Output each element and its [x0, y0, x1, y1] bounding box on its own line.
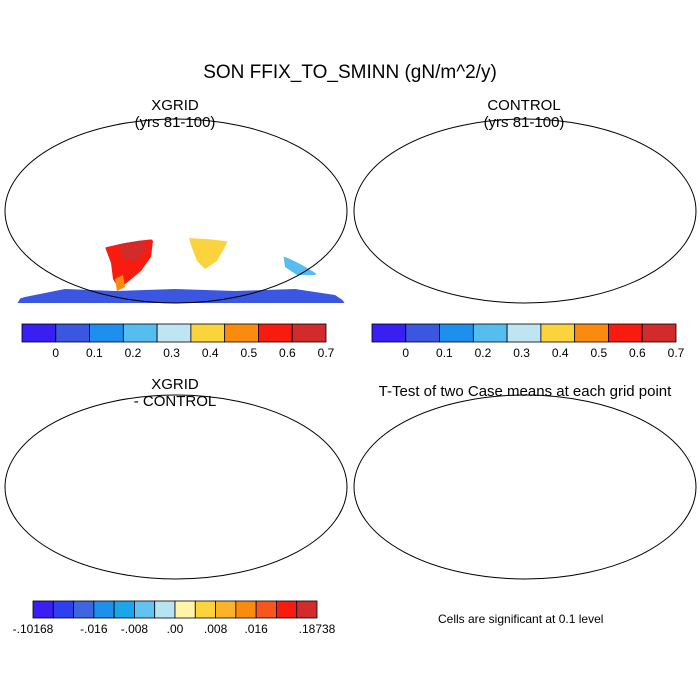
cb2labels-tick-3: 0.3	[513, 346, 530, 360]
xgrid-map-outline	[4, 118, 348, 304]
xgrid-land	[10, 238, 347, 303]
cbar2-box-2	[439, 323, 474, 343]
cbar2-box-5	[540, 323, 576, 343]
panel-xgrid-title-line2: (yrs 81-100)	[134, 114, 216, 131]
colorbar-xgrid	[21, 323, 327, 343]
map-xgrid	[4, 118, 348, 304]
colorbar-diff-tick-5: .016	[244, 622, 268, 636]
diff-land	[5, 413, 347, 579]
cbar3-box-11	[255, 600, 277, 619]
cbar2-box-8	[641, 323, 677, 343]
cbar3-box-7	[174, 600, 196, 619]
cbar2-box-3	[472, 323, 508, 343]
cb1labels-tick-1: 0.1	[86, 346, 103, 360]
cbar1-box-3	[122, 323, 158, 343]
cbar3-box-12	[276, 600, 298, 619]
cb2labels-tick-5: 0.5	[590, 346, 608, 360]
cbar1-box-1	[55, 323, 90, 343]
cbar3-box-3	[93, 600, 115, 619]
cbar2-box-0	[371, 323, 407, 343]
cbar1-box-8	[291, 323, 327, 343]
cbar3-box-13	[296, 600, 318, 619]
cbar1-box-2	[89, 323, 124, 343]
colorbar-diff-tick-1: -.016	[80, 622, 108, 636]
cbar1-box-7	[258, 323, 293, 343]
cbar3-box-4	[113, 600, 135, 619]
cbar3-box-2	[73, 600, 95, 619]
panel-xgrid-title-line1: XGRID	[151, 97, 199, 114]
colorbar-diff-tick-4: .008	[203, 622, 228, 636]
ttest-land	[354, 413, 696, 579]
cbar1-box-0	[21, 323, 57, 343]
ttest-note: Cells are significant at 0.1 level	[438, 612, 604, 626]
panel-diff-title-line2: - CONTROL	[133, 393, 217, 410]
panel-diff-title-line1: XGRID	[151, 376, 199, 393]
cbar1-box-4	[156, 323, 192, 343]
cbar3-box-0	[32, 600, 54, 619]
cbar3-box-6	[154, 600, 176, 619]
map-ttest	[353, 394, 697, 580]
colorbar-diff-tick-2: -.008	[120, 622, 149, 636]
colorbar-diff-tick-6: .18738	[298, 622, 336, 636]
map-diff	[4, 394, 348, 580]
panel-control-title-line1: CONTROL	[487, 97, 561, 114]
panel-ttest-title-line1: T-Test of two Case means at each grid po…	[378, 383, 672, 400]
panel-diff-title: XGRID - CONTROL	[25, 376, 325, 410]
cb1labels-tick-6: 0.6	[279, 346, 296, 360]
cbar3-box-9	[215, 600, 237, 619]
panel-xgrid-title: XGRID (yrs 81-100)	[25, 97, 325, 131]
cb2labels-tick-0: 0	[402, 346, 410, 360]
cb1labels-tick-7: 0.7	[317, 346, 335, 360]
colorbar-diff	[32, 600, 318, 619]
cbar3-box-10	[235, 600, 257, 619]
ttest-significant-cells	[402, 419, 672, 557]
cb1labels-tick-0: 0	[52, 346, 60, 360]
panel-control-title-line2: (yrs 81-100)	[483, 114, 565, 131]
cbar2-box-4	[506, 323, 542, 343]
cb2labels-tick-2: 0.2	[474, 346, 492, 360]
colorbar-diff-tick-0: -.10168	[12, 622, 54, 636]
cb2labels-tick-1: 0.1	[436, 346, 453, 360]
cbar1-box-5	[190, 323, 226, 343]
panel-control-title: CONTROL (yrs 81-100)	[374, 97, 674, 131]
panel-ttest-title: T-Test of two Case means at each grid po…	[355, 383, 695, 400]
cb2labels-tick-6: 0.6	[629, 346, 646, 360]
cbar2-box-6	[574, 323, 609, 343]
control-map-outline	[353, 118, 697, 304]
cbar3-box-1	[52, 600, 74, 619]
cb1labels-tick-5: 0.5	[240, 346, 258, 360]
control-land	[354, 137, 696, 303]
cb2labels-tick-7: 0.7	[667, 346, 685, 360]
cb1labels-tick-2: 0.2	[124, 346, 142, 360]
cbar2-box-1	[405, 323, 440, 343]
colorbar-diff-tick-3: .00	[166, 622, 184, 636]
ttest-map-outline	[353, 394, 697, 580]
cbar3-box-5	[134, 600, 156, 619]
cb1labels-tick-4: 0.4	[201, 346, 219, 360]
cbar1-box-6	[224, 323, 259, 343]
diff-map-outline	[4, 394, 348, 580]
cbar3-box-8	[194, 600, 216, 619]
cbar2-box-7	[608, 323, 643, 343]
cb1labels-tick-3: 0.3	[163, 346, 180, 360]
colorbar-control	[371, 323, 677, 343]
map-control	[353, 118, 697, 304]
cb2labels-tick-4: 0.4	[551, 346, 569, 360]
figure-title: SON FFIX_TO_SMINN (gN/m^2/y)	[203, 62, 497, 83]
